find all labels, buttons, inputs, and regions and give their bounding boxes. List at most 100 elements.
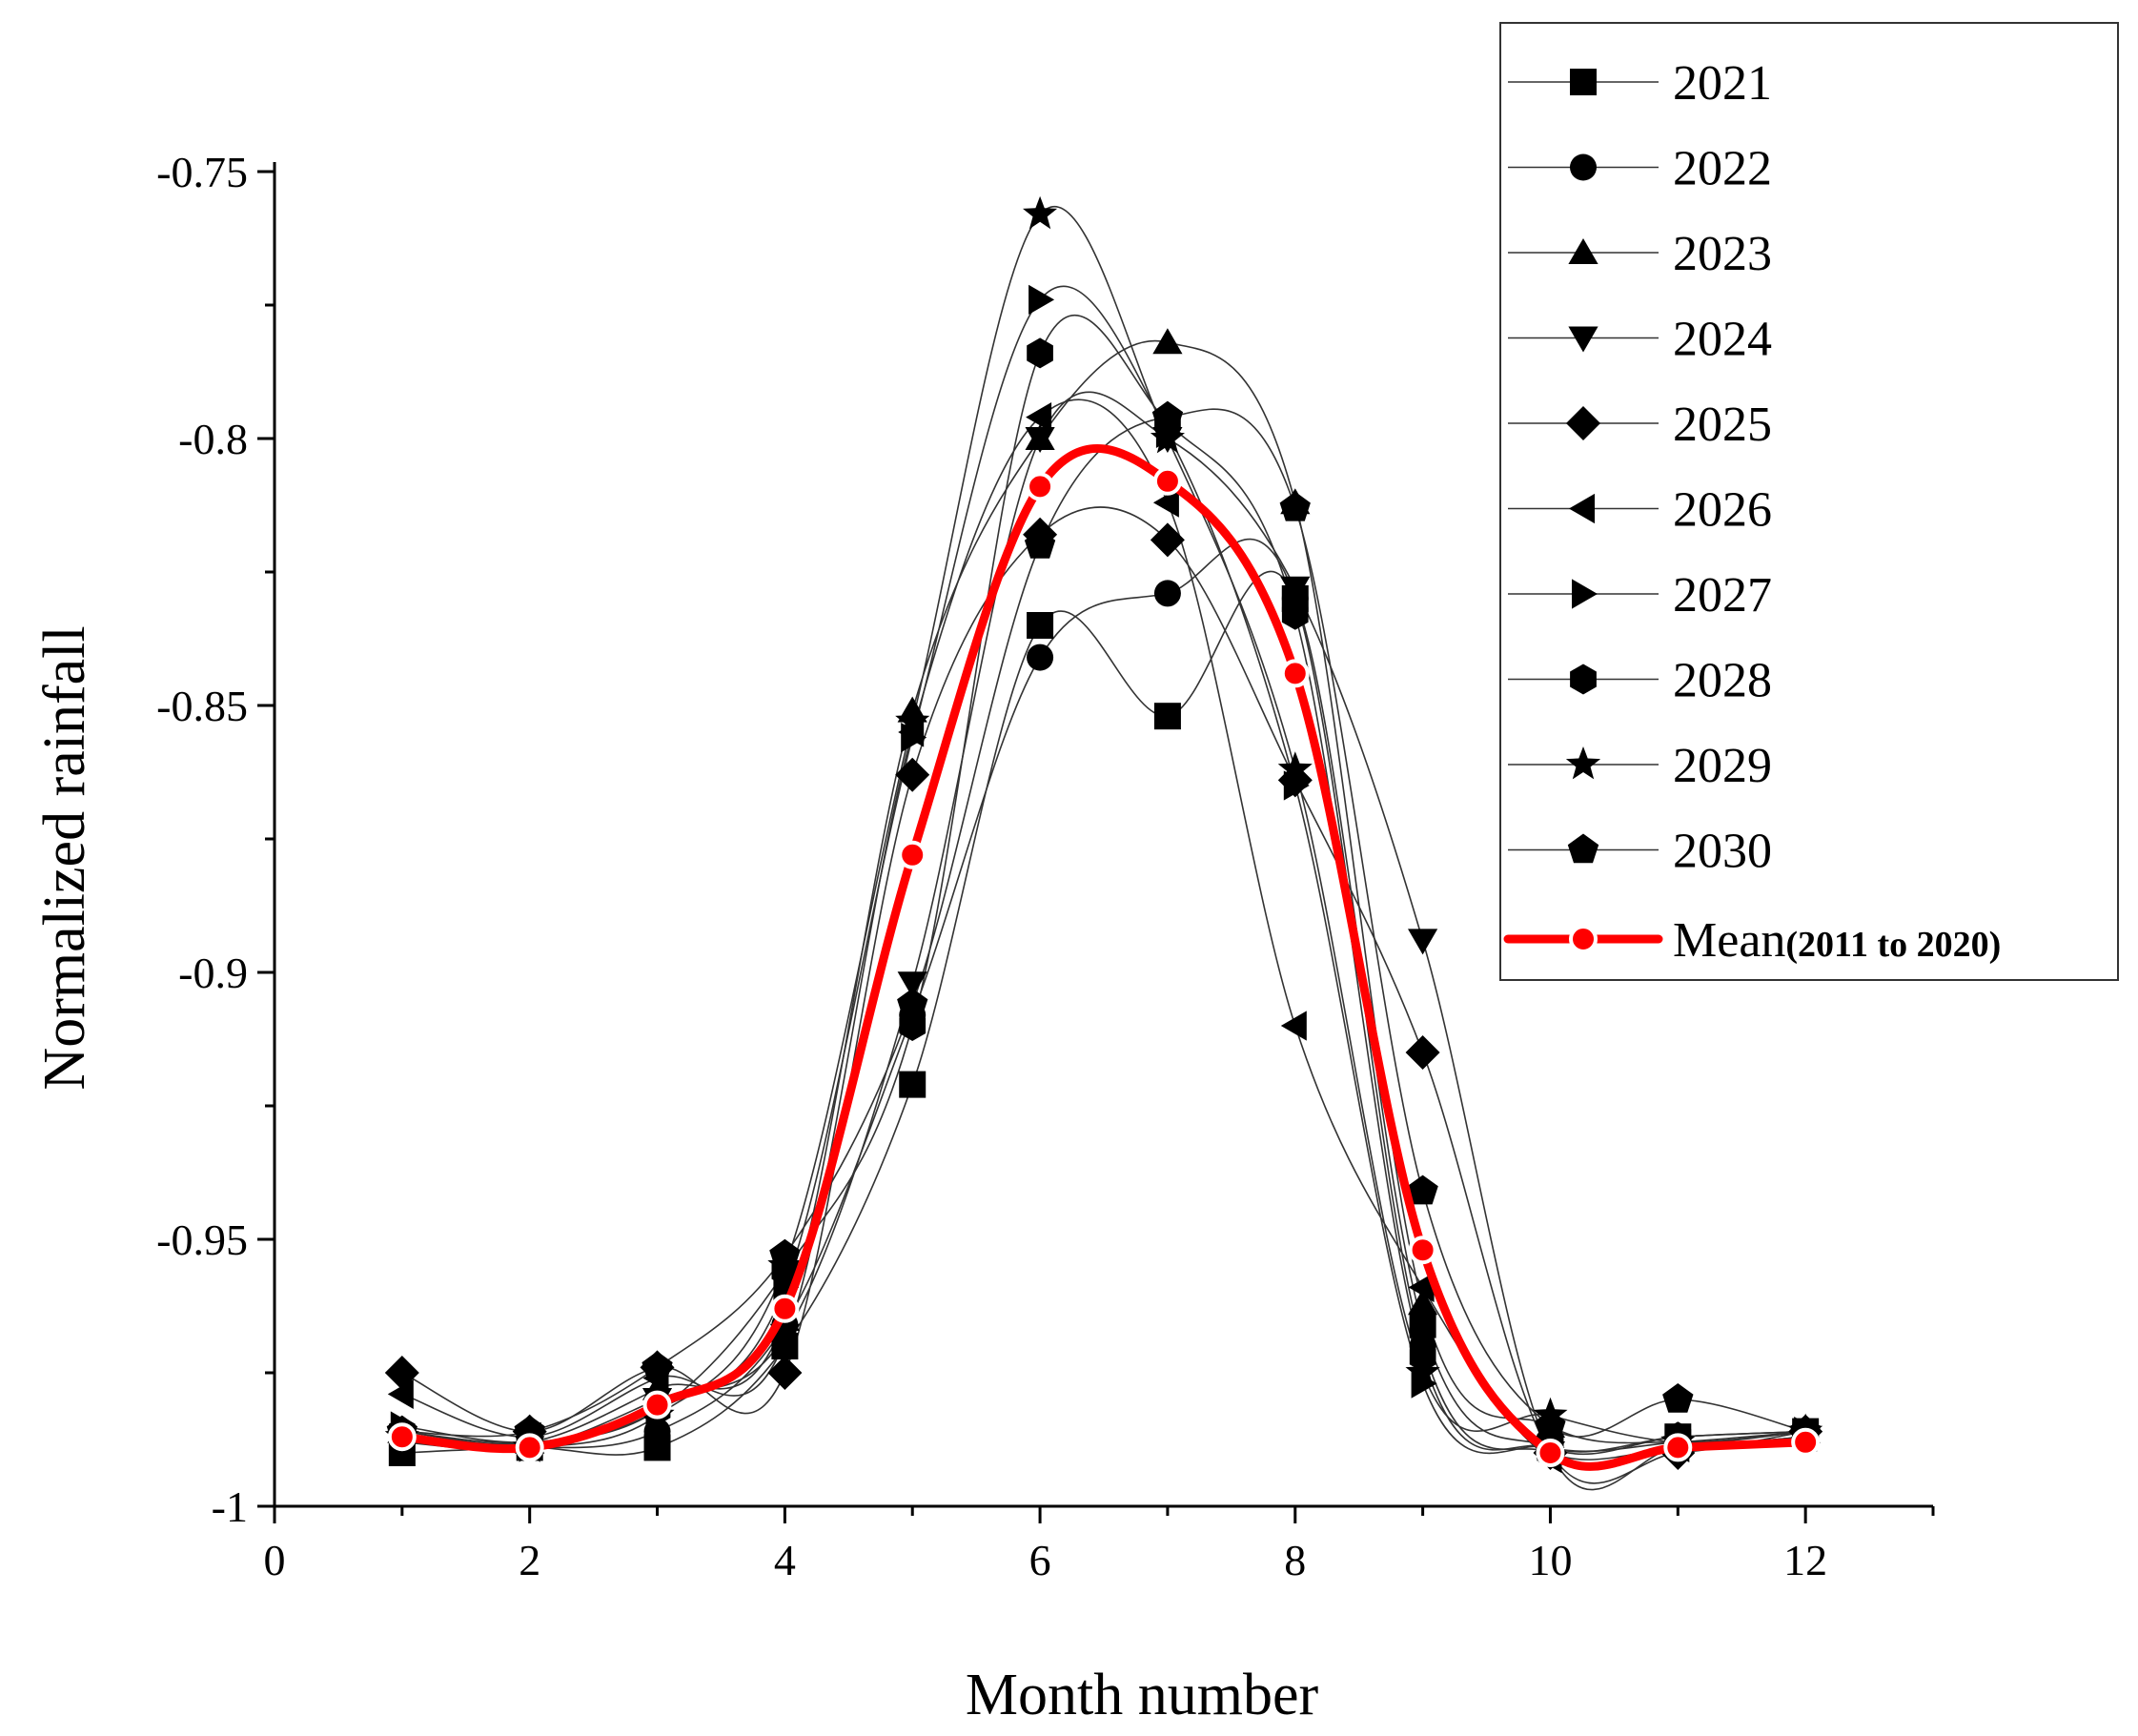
data-point-2022 [1027,643,1054,671]
data-point-2023 [1152,328,1183,355]
legend-label-2022: 2022 [1673,142,1772,196]
data-point-2030 [1279,491,1311,521]
x-axis-title: Month number [966,1663,1319,1727]
legend-marker-2029 [1565,746,1601,780]
mean-data-point [1152,466,1182,496]
legend-marker-2026 [1569,493,1595,524]
x-tick-label: 2 [519,1536,540,1584]
series-line-2030 [401,408,1806,1438]
legend-label-2026: 2026 [1673,483,1772,538]
data-point-2030 [1407,1174,1438,1205]
data-point-2029 [1277,751,1313,785]
data-point-2030 [1662,1383,1694,1413]
y-ticks: -1 -0.95 -0.9 -0.85 -0.8 -0.75 [156,148,275,1531]
data-point-2024 [1408,929,1438,955]
y-tick-label: -1 [212,1482,248,1531]
data-point-2024 [1280,576,1311,602]
x-tick-label: 0 [264,1536,286,1584]
mean-data-point [1791,1427,1821,1457]
legend-label-2028: 2028 [1673,654,1772,708]
mean-data-point [1408,1236,1437,1265]
data-point-2029 [1405,1355,1440,1388]
mean-data-point [1026,472,1055,501]
axes [273,162,1933,1508]
data-point-2025 [1405,1035,1440,1070]
y-tick-label: -0.95 [156,1215,248,1264]
mean-line [397,443,1810,1471]
data-point-2025 [767,1356,803,1390]
data-point-2028 [1027,337,1053,369]
mean-data-point [1280,659,1310,688]
data-point-2030 [1535,1410,1566,1440]
legend-label-2023: 2023 [1673,227,1772,281]
legend-label-2027: 2027 [1673,568,1772,623]
data-point-2029 [895,703,930,737]
data-point-2030 [1151,400,1184,431]
data-point-2026 [770,1325,797,1356]
series-line-2021 [401,570,1806,1456]
data-point-2021 [1027,612,1054,639]
data-point-2029 [1150,420,1185,454]
x-ticks: 0 2 4 6 8 10 12 [264,1506,1935,1584]
legend-label-mean: Mean(2011 to 2020) [1673,913,2001,968]
legend-box [1499,22,2119,981]
legend: 2021 2022 2023 2024 2025 2026 2027 2028 2029 2030… [1499,22,2119,981]
data-point-2026 [1280,1011,1307,1041]
data-point-2025 [895,757,930,792]
data-point-2025 [1150,522,1185,558]
series-line-2025 [401,506,1806,1484]
data-point-2030 [897,988,928,1018]
y-tick-label: -0.8 [178,415,248,463]
data-point-2022 [1153,580,1181,607]
x-tick-label: 10 [1528,1536,1572,1584]
mean-data-point [642,1390,672,1419]
x-tick-label: 4 [774,1536,796,1584]
mean-data-point [1536,1439,1565,1467]
y-tick-label: -0.75 [156,148,248,196]
legend-label-mean-name: Mean [1673,913,1785,968]
data-point-2030 [1024,529,1056,559]
data-point-2030 [769,1238,801,1269]
data-point-2027 [1028,284,1055,315]
mean-data-point [515,1433,544,1462]
mean-series [387,443,1821,1471]
data-point-2029 [1023,195,1058,230]
data-point-2026 [387,1379,414,1409]
series-line-2028 [401,314,1806,1453]
x-tick-label: 8 [1284,1536,1306,1584]
legend-label-2025: 2025 [1673,398,1772,452]
data-point-2026 [1152,487,1179,518]
data-point-2028 [1281,599,1309,630]
legend-marker-2023 [1568,238,1598,264]
data-point-2028 [899,1011,926,1041]
legend-marker-2030 [1567,833,1599,864]
data-point-2030 [641,1351,673,1381]
mean-data-point [1663,1433,1693,1462]
data-point-2024 [1025,427,1055,453]
legend-marker-2024 [1568,326,1598,353]
mean-data-point [387,1422,417,1452]
legend-marker-2021 [1570,69,1597,95]
legend-label-2030: 2030 [1673,825,1772,879]
x-tick-label: 6 [1029,1536,1051,1584]
data-point-2024 [897,971,927,998]
legend-label-2021: 2021 [1673,56,1772,111]
legend-marker-mean [1569,925,1598,953]
y-tick-label: -0.85 [156,682,248,730]
legend-marker-2027 [1572,579,1598,609]
y-axis-title: Normalized rainfall [32,625,97,1090]
legend-marker-2022 [1570,153,1597,181]
data-point-2026 [1408,1272,1435,1302]
legend-marker-2025 [1566,406,1600,440]
legend-items: 2021 2022 2023 2024 2025 2026 2027 2028 2029 2030… [1503,56,2001,968]
series-line-2029 [401,205,1806,1449]
x-tick-label: 12 [1783,1536,1827,1584]
data-point-2026 [1026,402,1052,433]
mean-data-point [898,840,927,869]
legend-label-mean-range: (2011 to 2020) [1785,925,2001,965]
y-tick-label: -0.9 [178,949,248,997]
mean-data-point [770,1294,800,1323]
legend-label-2024: 2024 [1673,313,1772,367]
data-point-2021 [1153,703,1181,730]
